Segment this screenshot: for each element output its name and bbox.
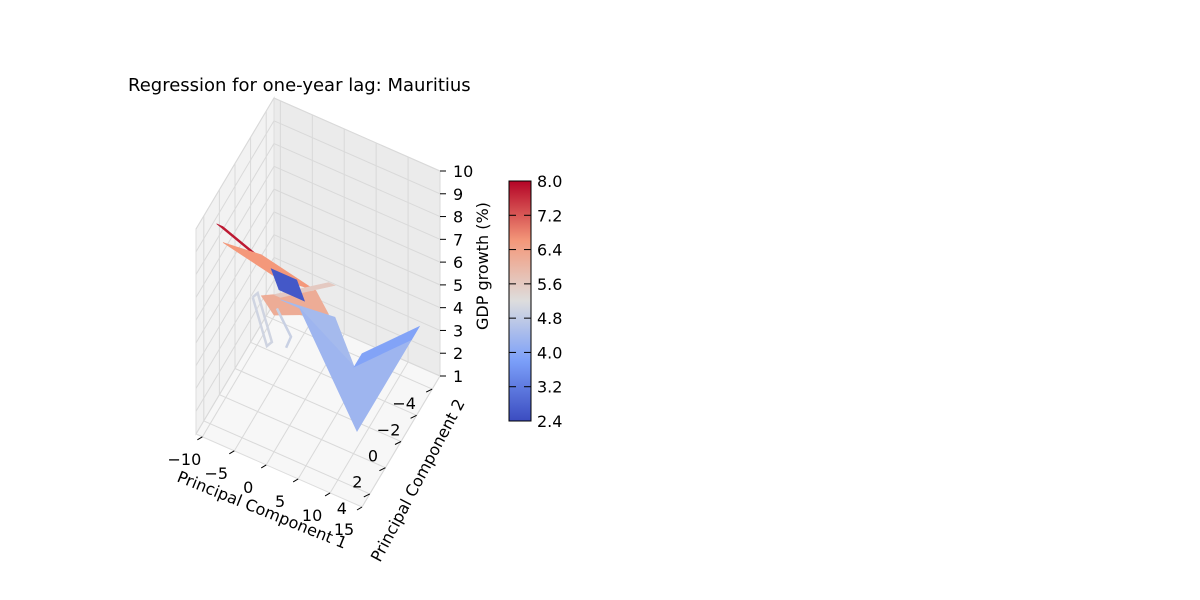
surface-plot [216, 223, 421, 432]
colorbar-tick-label: 4.0 [537, 343, 562, 362]
x-tick-label: 5 [275, 492, 285, 511]
surface-line-0 [251, 290, 274, 349]
grid-floor-y [234, 368, 402, 442]
grid-back-z [273, 143, 441, 218]
x-tick-label: 10 [302, 506, 322, 525]
y-tick-mark [379, 467, 386, 472]
y-tick-label: 4 [337, 499, 347, 518]
z-tick-label: 3 [453, 321, 463, 340]
grid-floor-y [203, 420, 371, 495]
grid-back-z [273, 165, 441, 240]
x-tick-label: 15 [334, 520, 354, 539]
colorbar-tick-label: 5.6 [537, 275, 562, 294]
x-tick-mark [197, 436, 203, 441]
x-tick-label: −10 [168, 450, 202, 469]
colorbar-tick-label: 4.8 [537, 309, 562, 328]
grid-back-z [273, 120, 441, 195]
x-tick-mark [292, 478, 299, 483]
grid-left-z [195, 211, 275, 344]
z-tick-label: 1 [453, 367, 463, 386]
z-tick-label: 2 [453, 344, 463, 363]
y-tick-mark [363, 493, 371, 498]
chart-title: Regression for one-year lag: Mauritius [128, 75, 471, 96]
y-tick-mark [410, 414, 417, 419]
grid-left-z [195, 120, 275, 253]
grid-back-z [273, 188, 441, 263]
x-tick-mark [356, 506, 363, 511]
colorbar-ticks: 2.4 3.2 4.0 4.8 5.6 6.4 7.2 8.0 [509, 172, 562, 431]
colorbar-tick-label: 8.0 [537, 172, 562, 191]
x-tick-mark [229, 450, 235, 455]
grid-floor-y [265, 315, 433, 390]
grid-left-z [195, 97, 275, 230]
grid-floor-y [219, 394, 386, 469]
surface-facet-3 [270, 268, 306, 302]
colorbar-gradient [508, 180, 532, 422]
y-tick-label: 2 [352, 473, 362, 492]
colorbar-tick-label: 2.4 [537, 412, 562, 431]
x-tick-mark [260, 464, 267, 469]
z-tick-label: 10 [453, 162, 473, 181]
z-tick-label: 6 [453, 253, 463, 272]
colorbar-tick-label: 6.4 [537, 241, 562, 260]
y-tick-label: −4 [392, 394, 416, 413]
colorbar-tick-label: 7.2 [537, 206, 562, 225]
z-tick-label: 4 [453, 299, 463, 318]
colorbar-tick-label: 3.2 [537, 378, 562, 397]
grid-left-z [195, 143, 275, 275]
axes-grid [195, 97, 441, 508]
y-tick-label: −2 [377, 420, 401, 439]
z-tick-label: 8 [453, 208, 463, 227]
z-tick-label: 9 [453, 185, 463, 204]
grid-back-z [273, 302, 441, 377]
colorbar: 2.4 3.2 4.0 4.8 5.6 6.4 7.2 8.0 [508, 172, 562, 431]
y-tick-mark [425, 388, 433, 393]
grid-left-z [195, 257, 275, 389]
z-tick-label: 7 [453, 230, 463, 249]
x-tick-label: −5 [205, 464, 229, 483]
surface-facet-7 [353, 325, 421, 368]
grid-left-z [195, 166, 275, 298]
grid-back-z [273, 256, 441, 331]
z-axis-label: GDP growth (%) [473, 202, 492, 330]
grid-back-z [273, 234, 441, 309]
grid-left-z [195, 188, 275, 321]
grid-back-z [273, 97, 441, 172]
y-tick-label: 0 [368, 447, 378, 466]
x-tick-mark [324, 492, 331, 497]
x-tick-label: 0 [243, 478, 253, 497]
grid-back-z [273, 211, 441, 286]
z-tick-label: 5 [453, 276, 463, 295]
surface-line-1 [275, 307, 293, 349]
y-tick-mark [394, 441, 402, 445]
